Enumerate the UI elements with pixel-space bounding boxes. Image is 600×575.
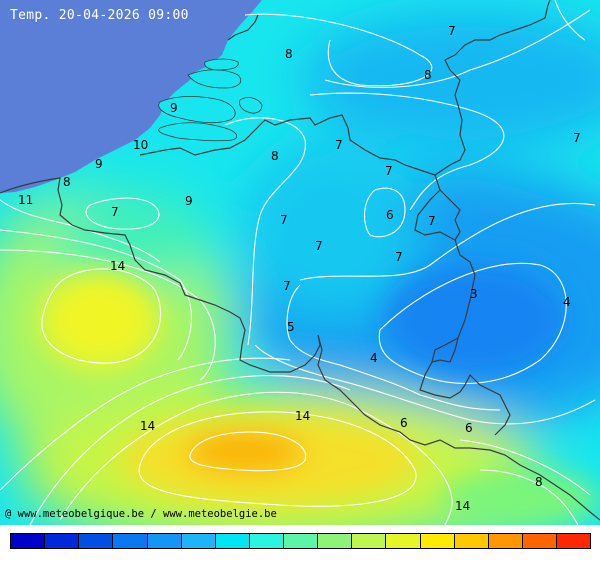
contour-label: 14 (455, 499, 470, 513)
zeeland-islands (158, 58, 263, 142)
legend-color-cell (386, 534, 421, 548)
isolines (0, 0, 596, 525)
legend-color-cell (420, 534, 455, 548)
contour-label: 10 (133, 138, 148, 152)
legend-color-cell (215, 534, 250, 548)
legend-color-cell (45, 534, 80, 548)
contour-label: 8 (285, 47, 293, 61)
contour-label: 8 (424, 68, 432, 82)
contour-label: 9 (185, 194, 193, 208)
contour-label: 6 (400, 416, 408, 430)
contour-label: 7 (448, 24, 456, 38)
contour-label: 7 (335, 138, 343, 152)
contour-label: 3 (470, 287, 478, 301)
contour-label: 6 (465, 421, 473, 435)
legend-color-cell (79, 534, 114, 548)
contour-label: 9 (170, 101, 178, 115)
contour-label: 4 (370, 351, 378, 365)
contour-label: 14 (295, 409, 310, 423)
credit-text: @ www.meteobelgique.be / www.meteobelgie… (5, 508, 277, 520)
contour-label: 7 (111, 205, 119, 219)
contour-label: 7 (385, 164, 393, 178)
legend-color-cell (454, 534, 489, 548)
legend-color-cell (181, 534, 216, 548)
contour-label: 7 (395, 250, 403, 264)
country-borders (0, 0, 600, 521)
legend-color-cell (522, 534, 557, 548)
contour-label: 7 (428, 214, 436, 228)
map-canvas: 7 8 8 7 9 10 9 8 11 7 9 8 7 7 6 7 7 7 7 … (0, 0, 600, 525)
contour-label: 4 (563, 295, 571, 309)
legend-color-cell (11, 534, 46, 548)
contour-label: 8 (535, 475, 543, 489)
map-title: Temp. 20-04-2026 09:00 (10, 8, 189, 23)
temperature-field (0, 0, 600, 525)
contour-label: 7 (283, 279, 291, 293)
contour-label: 7 (280, 213, 288, 227)
north-sea (0, 0, 262, 193)
contour-label: 7 (573, 131, 581, 145)
contour-label: 14 (110, 259, 125, 273)
contour-label: 14 (140, 419, 155, 433)
contour-label: 6 (386, 208, 394, 222)
temperature-map: 7 8 8 7 9 10 9 8 11 7 9 8 7 7 6 7 7 7 7 … (0, 0, 600, 525)
contour-label: 5 (287, 320, 295, 334)
contour-labels: 7 8 8 7 9 10 9 8 11 7 9 8 7 7 6 7 7 7 7 … (18, 24, 581, 513)
legend-color-cell (352, 534, 387, 548)
legend-color-cell (249, 534, 284, 548)
legend-color-cell (488, 534, 523, 548)
contour-label: 9 (95, 157, 103, 171)
color-scale-legend (10, 533, 591, 549)
contour-label: 7 (315, 239, 323, 253)
legend-color-cell (557, 534, 591, 548)
legend-color-cell (147, 534, 182, 548)
legend-color-cell (284, 534, 319, 548)
legend-color-cell (113, 534, 148, 548)
contour-label: 11 (18, 193, 33, 207)
contour-label: 8 (271, 149, 279, 163)
legend-color-cell (318, 534, 353, 548)
contour-label: 8 (63, 175, 71, 189)
